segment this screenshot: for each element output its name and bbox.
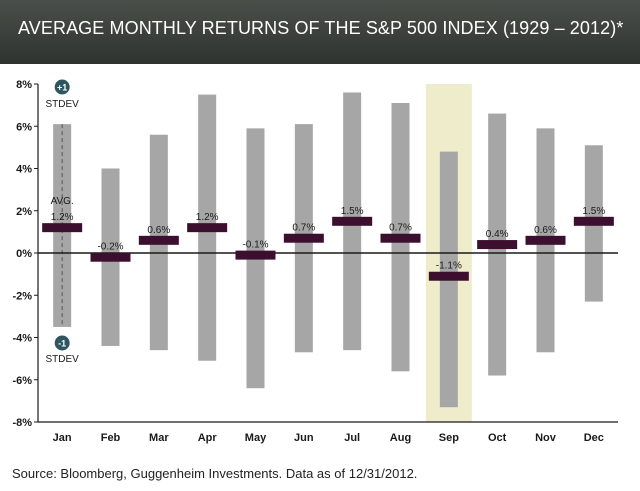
x-tick-label: Oct	[488, 432, 507, 444]
chart-title: AVERAGE MONTHLY RETURNS OF THE S&P 500 I…	[18, 18, 624, 38]
y-tick-label: 2%	[16, 206, 32, 218]
x-tick-label: Jul	[344, 432, 360, 444]
y-tick-label: 4%	[16, 164, 32, 176]
x-tick-label: Feb	[101, 432, 121, 444]
avg-bar-jan	[42, 223, 83, 233]
data-label-jun: 0.7%	[292, 223, 315, 234]
data-label-nov: 0.6%	[534, 225, 557, 236]
y-tick-label: -4%	[12, 333, 32, 345]
plus-stdev-badge-text: +1	[57, 83, 67, 93]
x-tick-label: Dec	[584, 432, 604, 444]
x-tick-label: May	[245, 432, 267, 444]
source-note: Source: Bloomberg, Guggenheim Investment…	[12, 466, 418, 481]
avg-bar-may	[235, 250, 276, 260]
x-tick-label: Jan	[53, 432, 72, 444]
x-tick-label: Mar	[149, 432, 169, 444]
data-label-apr: 1.2%	[196, 212, 219, 223]
x-tick-label: Apr	[198, 432, 218, 444]
avg-bar-aug	[380, 233, 421, 243]
x-tick-label: Aug	[390, 432, 411, 444]
y-tick-label: 6%	[16, 121, 32, 133]
minus-stdev-badge-text: -1	[58, 339, 66, 349]
x-tick-label: Jun	[294, 432, 314, 444]
data-label-sep: -1.1%	[436, 261, 462, 272]
avg-bar-sep	[428, 271, 469, 281]
data-label-mar: 0.6%	[147, 225, 170, 236]
y-tick-label: 8%	[16, 79, 32, 91]
data-label-dec: 1.5%	[582, 206, 605, 217]
plus-stdev-label: STDEV	[45, 99, 79, 110]
y-tick-label: -6%	[12, 375, 32, 387]
data-label-feb: -0.2%	[97, 242, 123, 253]
data-label-may: -0.1%	[242, 240, 268, 251]
avg-bar-dec	[573, 216, 614, 226]
plus-stdev-badge	[54, 79, 70, 95]
data-label-aug: 0.7%	[389, 223, 412, 234]
avg-bar-jul	[332, 216, 373, 226]
minus-stdev-badge	[54, 335, 70, 351]
data-label-oct: 0.4%	[486, 229, 509, 240]
avg-bar-mar	[138, 235, 179, 245]
avg-bar-apr	[187, 223, 228, 233]
avg-bar-jun	[283, 233, 324, 243]
avg-label: AVG.	[51, 196, 74, 207]
data-label-jan: 1.2%	[51, 212, 74, 223]
data-label-jul: 1.5%	[341, 206, 364, 217]
avg-bar-oct	[477, 240, 518, 250]
y-tick-label: -8%	[12, 417, 32, 429]
avg-bar-feb	[90, 252, 131, 262]
y-tick-label: -2%	[12, 290, 32, 302]
avg-bar-nov	[525, 235, 566, 245]
minus-stdev-label: STDEV	[45, 354, 79, 365]
y-tick-label: 0%	[16, 248, 32, 260]
title-bar: AVERAGE MONTHLY RETURNS OF THE S&P 500 I…	[0, 0, 640, 64]
x-tick-label: Nov	[535, 432, 557, 444]
x-tick-label: Sep	[439, 432, 459, 444]
